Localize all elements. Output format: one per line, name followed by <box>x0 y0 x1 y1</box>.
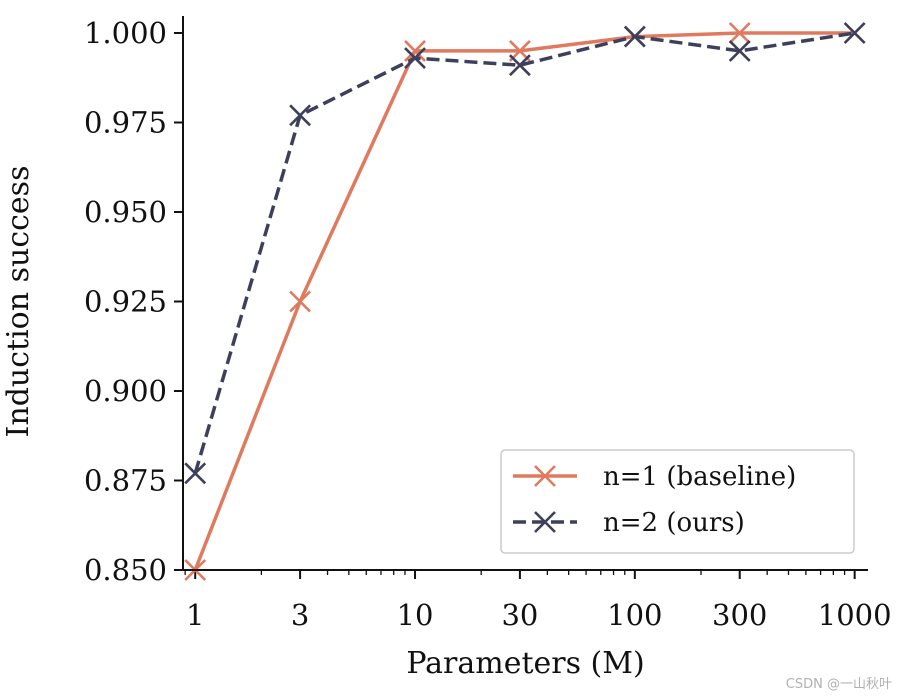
data-point-marker <box>289 290 312 313</box>
y-axis-label: Induction success <box>1 166 36 438</box>
legend-entry-1: n=1 (baseline) <box>513 462 796 492</box>
y-tick-label: 0.975 <box>84 106 167 140</box>
x-tick-label: 1 <box>186 598 204 632</box>
legend-label: n=1 (baseline) <box>603 462 796 492</box>
y-tick-label: 0.925 <box>84 285 167 319</box>
y-tick-label: 1.000 <box>84 16 167 50</box>
data-point-marker <box>184 462 207 485</box>
data-point-marker <box>843 22 866 44</box>
y-tick-label: 0.875 <box>84 464 167 498</box>
y-axis-ticks: 0.850 0.875 0.900 0.925 0.950 0.975 1.000 <box>84 16 183 587</box>
x-tick-label: 10 <box>397 598 434 632</box>
x-tick-label: 30 <box>501 598 538 632</box>
data-point-marker <box>404 39 426 62</box>
legend-box <box>500 449 855 554</box>
y-tick-label: 0.950 <box>84 195 167 229</box>
data-point-marker <box>508 54 531 77</box>
x-axis-label: Parameters (M) <box>406 646 644 681</box>
data-point-marker <box>404 47 426 69</box>
legend-marker <box>534 465 556 487</box>
data-point-marker <box>623 25 646 48</box>
series-layer <box>184 22 866 581</box>
legend-label: n=2 (ours) <box>603 508 745 538</box>
x-axis-ticks: 1 3 10 30 100 300 1000 <box>186 570 892 632</box>
y-tick-label: 0.850 <box>84 553 167 587</box>
data-point-marker <box>728 39 751 62</box>
x-tick-label: 1000 <box>818 598 892 632</box>
legend-entry-2: n=2 (ours) <box>513 508 745 538</box>
y-tick-label: 0.900 <box>84 374 167 408</box>
series-line-2 <box>193 31 855 474</box>
data-point-marker <box>728 22 751 44</box>
watermark: CSDN @一山秋叶 <box>785 677 892 692</box>
legend: n=1 (baseline) n=2 (ours) <box>500 449 855 554</box>
series-2 <box>184 22 866 485</box>
data-point-marker <box>289 104 312 127</box>
legend-marker <box>534 511 556 533</box>
x-tick-label: 100 <box>607 598 662 632</box>
x-tick-label: 300 <box>712 598 767 632</box>
x-tick-label: 3 <box>291 598 309 632</box>
